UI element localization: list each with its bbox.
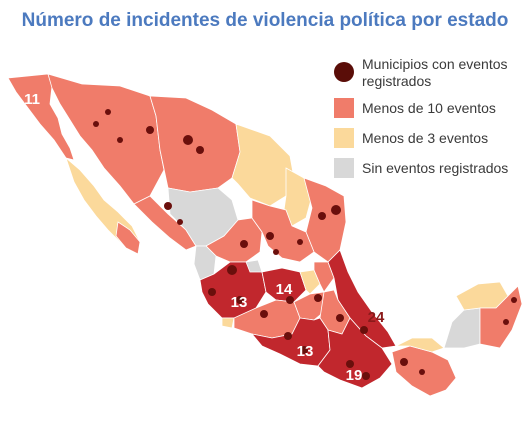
legend-label-municipios-line1: Municipios con eventos xyxy=(362,56,508,72)
yellow-square-icon xyxy=(334,128,354,148)
count-guerrero: 13 xyxy=(297,343,314,360)
legend-item-municipios: Municipios con eventos registrados xyxy=(330,56,530,92)
state-chihuahua xyxy=(149,95,241,193)
state-baja-california xyxy=(7,73,75,161)
state-sonora xyxy=(47,73,165,205)
state-campeche xyxy=(443,307,481,349)
state-colima xyxy=(221,317,235,329)
state-queretaro xyxy=(299,269,321,295)
dark-circle-icon xyxy=(334,62,354,82)
legend-label-sin-eventos: Sin eventos registrados xyxy=(362,160,509,176)
legend-item-sin-eventos: Sin eventos registrados xyxy=(330,158,530,180)
legend-label-menos-3: Menos de 3 eventos xyxy=(362,130,489,146)
grey-square-icon xyxy=(334,158,354,178)
legend-label-municipios-line2: registrados xyxy=(362,73,432,89)
count-oaxaca: 19 xyxy=(346,367,363,384)
count-guanajuato: 14 xyxy=(276,281,293,298)
state-jalisco xyxy=(199,261,267,319)
state-guanajuato xyxy=(261,267,307,303)
map-title: Número de incidentes de violencia políti… xyxy=(21,10,509,31)
legend-label-menos-10: Menos de 10 eventos xyxy=(362,100,496,116)
legend-item-menos-10: Menos de 10 eventos xyxy=(330,98,530,120)
state-oaxaca xyxy=(317,317,393,389)
state-slp xyxy=(251,199,315,263)
municipality-marks xyxy=(93,109,517,380)
state-bcs-south xyxy=(115,221,141,255)
count-jalisco: 13 xyxy=(231,294,248,311)
count-baja-california: 11 xyxy=(24,91,40,108)
count-veracruz: 24 xyxy=(368,309,385,326)
state-coahuila xyxy=(231,123,295,207)
state-zacatecas xyxy=(205,217,263,263)
salmon-square-icon xyxy=(334,98,354,118)
legend-item-menos-3: Menos de 3 eventos xyxy=(330,128,530,150)
